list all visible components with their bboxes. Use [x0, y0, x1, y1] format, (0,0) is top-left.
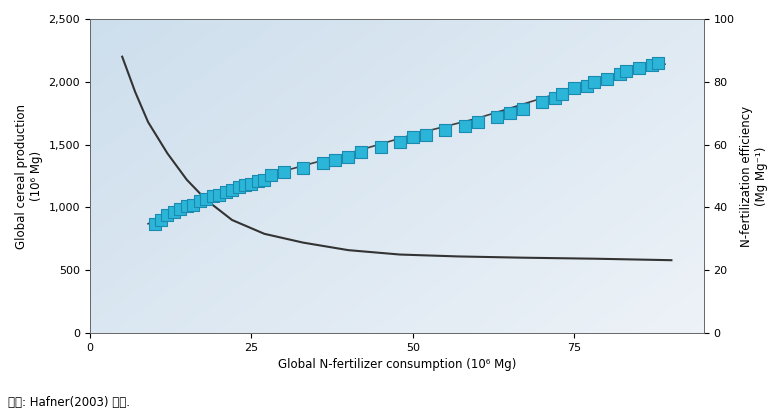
Point — [174, 206, 186, 212]
X-axis label: Global N-fertilizer consumption (10⁶ Mg): Global N-fertilizer consumption (10⁶ Mg) — [278, 358, 516, 372]
Point — [316, 160, 329, 167]
Point — [161, 212, 174, 218]
Point — [245, 180, 258, 187]
Point — [581, 82, 594, 89]
Point — [652, 60, 665, 66]
Point — [226, 187, 238, 193]
Point — [219, 189, 232, 196]
Point — [233, 184, 245, 191]
Point — [601, 76, 613, 83]
Point — [491, 114, 503, 120]
Point — [503, 110, 516, 116]
Point — [148, 220, 161, 227]
Point — [258, 176, 271, 183]
Y-axis label: Global cereal production
(10⁶ Mg): Global cereal production (10⁶ Mg) — [15, 104, 43, 249]
Point — [187, 202, 200, 208]
Point — [568, 85, 581, 91]
Point — [394, 139, 406, 145]
Point — [213, 192, 226, 198]
Point — [536, 99, 548, 105]
Point — [555, 91, 568, 98]
Point — [181, 203, 193, 210]
Point — [193, 198, 206, 204]
Point — [265, 171, 277, 178]
Point — [342, 154, 355, 160]
Text: 자료: Hafner(2003) 인용.: 자료: Hafner(2003) 인용. — [8, 396, 130, 409]
Y-axis label: N-fertilization efficiency
(Mg Mg⁻¹): N-fertilization efficiency (Mg Mg⁻¹) — [740, 106, 768, 247]
Point — [200, 195, 212, 202]
Point — [168, 209, 180, 216]
Point — [329, 157, 341, 163]
Point — [277, 169, 290, 175]
Point — [549, 95, 561, 102]
Point — [587, 79, 600, 85]
Point — [613, 71, 626, 78]
Point — [155, 217, 168, 223]
Point — [420, 131, 432, 138]
Point — [646, 62, 659, 69]
Point — [517, 106, 529, 113]
Point — [239, 182, 251, 188]
Point — [620, 67, 633, 74]
Point — [633, 65, 645, 71]
Point — [374, 144, 387, 150]
Point — [439, 126, 452, 133]
Point — [297, 165, 309, 172]
Point — [207, 193, 219, 199]
Point — [458, 122, 471, 129]
Point — [471, 119, 484, 125]
Point — [355, 149, 367, 155]
Point — [251, 178, 264, 185]
Point — [406, 134, 419, 141]
